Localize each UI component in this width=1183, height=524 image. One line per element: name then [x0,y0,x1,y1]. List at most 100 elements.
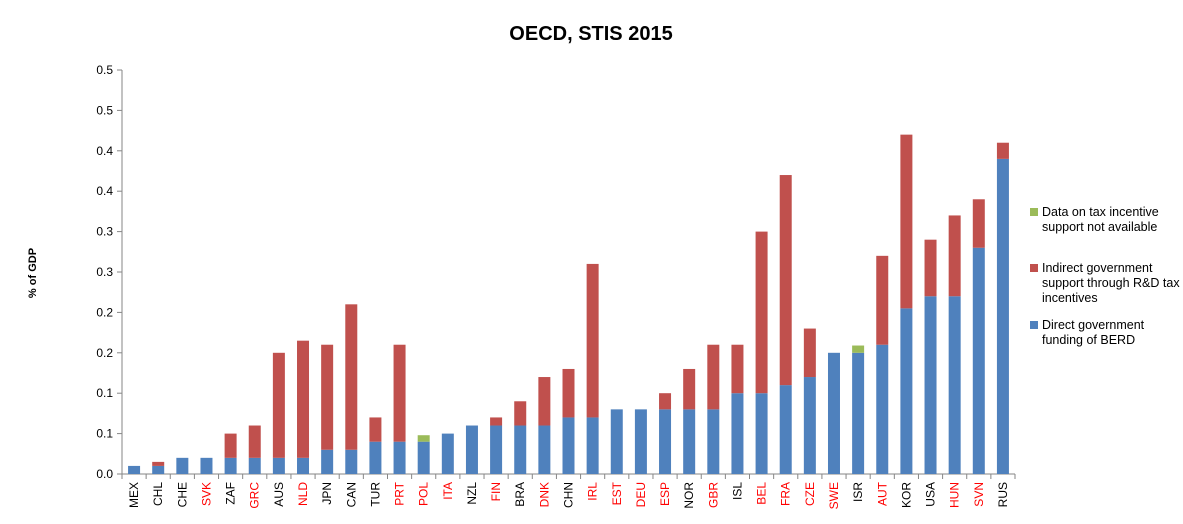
y-tick-label: 0.1 [96,386,113,400]
bar-segment [827,352,840,474]
x-tick-label: AUT [875,481,889,506]
bar-segment [393,441,406,474]
x-tick-label: NLD [296,482,310,506]
x-tick-label: PRT [393,481,407,505]
bar-segment [707,409,720,474]
x-tick-label: FRA [779,482,793,506]
x-tick-label: BRA [513,482,527,507]
bar-segment [755,231,768,394]
bar-segment [248,457,261,474]
x-tick-label: JPN [320,482,334,505]
x-tick-label: NZL [465,482,479,505]
y-tick-label: 0.5 [96,103,113,117]
bar-segment [490,425,503,474]
y-tick-label: 0.1 [96,427,113,441]
x-tick-label: ISR [851,482,865,502]
bar-segment [514,425,527,474]
y-tick-label: 0.4 [96,144,113,158]
x-tick-label: BEL [755,482,769,505]
bar-segment [924,239,937,297]
x-tick-label: CHE [175,482,189,507]
y-tick-label: 0.4 [96,184,113,198]
chart-title: OECD, STIS 2015 [509,23,672,45]
bar-segment [779,175,792,386]
legend-item: Data on tax incentive support not availa… [1030,205,1180,235]
bar-segment [683,409,696,474]
bar-segment [369,417,382,442]
bar-segment [948,296,961,474]
bar-segment [996,142,1009,159]
x-tick-label: ISL [730,482,744,500]
bar-segment [152,465,165,474]
bar-segment [538,377,551,426]
bar-segment [490,417,503,426]
bar-segment [972,247,985,474]
bar-segment [779,385,792,474]
bar-segment [972,199,985,248]
bar-segment [634,409,647,474]
bar-segment [900,308,913,474]
x-tick-label: ITA [441,482,455,500]
y-tick-label: 0.0 [96,467,113,481]
y-axis-label: % of GDP [27,248,39,298]
x-tick-label: GRC [248,482,262,509]
bar-segment [321,449,334,474]
bar-segment [297,340,310,458]
bar-segment [683,368,696,410]
bar-segment [852,345,865,353]
bar-segment [610,409,623,474]
legend-swatch [1030,208,1038,216]
bar-segment [538,425,551,474]
bar-segment [876,344,889,474]
x-tick-label: FIN [489,482,503,501]
bar-segment [562,368,575,418]
bar-segment [176,457,189,474]
legend-swatch [1030,264,1038,272]
x-tick-label: POL [417,482,431,506]
x-tick-label: HUN [948,482,962,508]
x-tick-label: GBR [706,482,720,508]
bar-segment [297,457,310,474]
bar-segment [248,425,261,458]
bar-segment [924,296,937,474]
bar-segment [200,457,213,474]
bar-segment [152,461,165,466]
bar-segment [393,344,406,442]
x-tick-label: CHL [151,482,165,506]
bar-segment [707,344,720,410]
bar-segment [514,401,527,426]
legend-swatch [1030,321,1038,329]
y-tick-label: 0.5 [96,63,113,77]
x-tick-label: SVN [972,482,986,507]
bar-segment [586,263,599,418]
bar-segment [224,457,237,474]
bar-segment [803,328,816,378]
x-tick-label: USA [924,482,938,507]
x-tick-label: AUS [272,482,286,507]
legend-item: Indirect government support through R&D … [1030,261,1180,306]
x-tick-label: TUR [368,482,382,507]
bar-segment [755,393,768,474]
x-tick-label: SVK [199,482,213,506]
x-tick-label: CAN [344,482,358,507]
bar-segment [731,393,744,474]
bar-segment [562,417,575,474]
x-tick-label: ZAF [224,482,238,505]
bar-segment [345,449,358,474]
y-tick-label: 0.3 [96,225,113,239]
bar-segment [417,441,430,474]
bar-segment [852,352,865,474]
x-tick-label: KOR [899,482,913,508]
legend-label: Indirect government support through R&D … [1042,261,1180,305]
bar-segment [441,433,454,474]
bar-segment [272,352,285,458]
x-tick-label: DNK [537,482,551,507]
bar-segment [465,425,478,474]
bar-segment [731,344,744,394]
bar-segment [369,441,382,474]
bar-segment [996,158,1009,474]
bar-segment [900,134,913,309]
x-tick-label: MEX [127,482,141,508]
